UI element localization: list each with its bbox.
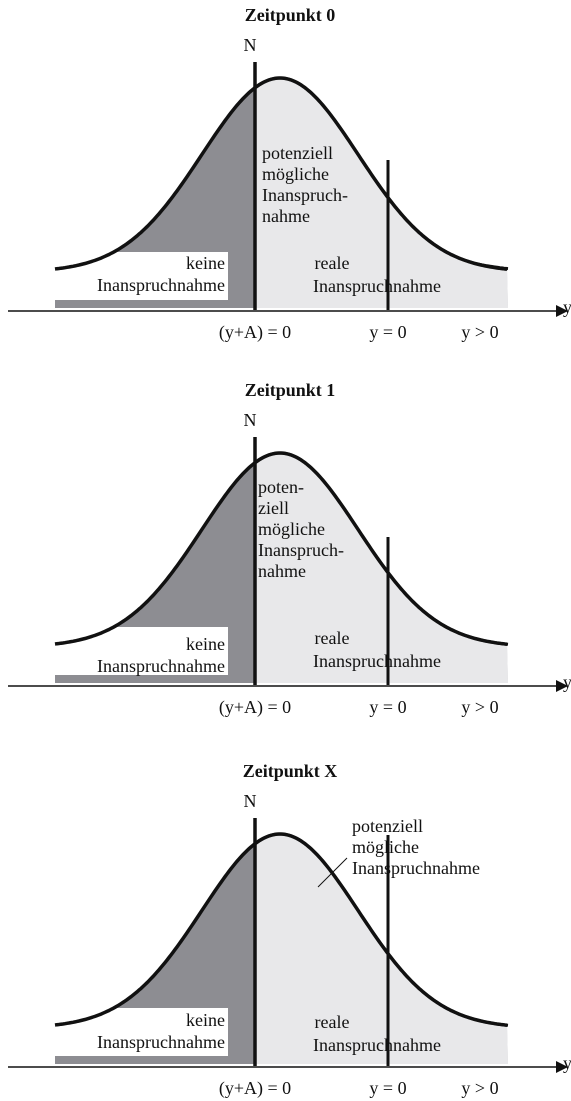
real-curve bbox=[226, 451, 509, 646]
axis-arrow bbox=[556, 1061, 568, 1073]
tick-label: y = 0 bbox=[369, 1078, 406, 1098]
none-label: keine bbox=[186, 634, 225, 654]
real-curve bbox=[226, 832, 509, 1027]
potential-label: Inanspruch- bbox=[262, 185, 348, 205]
tick-label: y = 0 bbox=[369, 697, 406, 717]
tick-label: y > 0 bbox=[461, 1078, 498, 1098]
none-box bbox=[55, 1008, 228, 1056]
panel-title: Zeitpunkt 1 bbox=[245, 380, 336, 400]
potential-label: mögliche bbox=[258, 519, 325, 539]
tick-label: y > 0 bbox=[461, 697, 498, 717]
potential-label: Inanspruchnahme bbox=[352, 858, 480, 878]
n-label: N bbox=[244, 35, 257, 55]
real-area bbox=[255, 78, 508, 308]
potential-label: mögliche bbox=[352, 837, 419, 857]
real-label: reale bbox=[315, 1012, 350, 1032]
panel-title: Zeitpunkt X bbox=[243, 761, 338, 781]
axis-label: y bbox=[563, 672, 571, 692]
real-label: reale bbox=[315, 253, 350, 273]
tick-label: y = 0 bbox=[369, 322, 406, 342]
none-label: keine bbox=[186, 253, 225, 273]
axis-label: y bbox=[563, 1053, 571, 1073]
potential-label: nahme bbox=[262, 206, 310, 226]
potential-label: mögliche bbox=[262, 164, 329, 184]
none-box bbox=[55, 627, 228, 675]
none-label: Inanspruchnahme bbox=[97, 275, 225, 295]
none-box bbox=[55, 252, 228, 300]
tick-label: (y+A) = 0 bbox=[219, 697, 291, 718]
potential-label: potenziell bbox=[352, 816, 423, 836]
real-area bbox=[255, 453, 508, 683]
potential-label: poten- bbox=[258, 477, 304, 497]
tick-label: (y+A) = 0 bbox=[219, 322, 291, 343]
potential-label: potenziell bbox=[262, 143, 333, 163]
real-label: Inanspruchnahme bbox=[313, 1035, 441, 1055]
tick-label: (y+A) = 0 bbox=[219, 1078, 291, 1099]
real-label: Inanspruchnahme bbox=[313, 651, 441, 671]
potential-label: nahme bbox=[258, 561, 306, 581]
none-label: Inanspruchnahme bbox=[97, 656, 225, 676]
n-label: N bbox=[244, 410, 257, 430]
none-label: keine bbox=[186, 1010, 225, 1030]
leader-line bbox=[317, 857, 348, 888]
real-area bbox=[255, 834, 508, 1064]
potential-label: ziell bbox=[258, 498, 289, 518]
real-label: Inanspruchnahme bbox=[313, 276, 441, 296]
axis-arrow bbox=[556, 680, 568, 692]
tick-label: y > 0 bbox=[461, 322, 498, 342]
real-curve bbox=[226, 76, 509, 271]
none-label: Inanspruchnahme bbox=[97, 1032, 225, 1052]
axis-arrow bbox=[556, 305, 568, 317]
potential-label: Inanspruch- bbox=[258, 540, 344, 560]
n-label: N bbox=[244, 791, 257, 811]
axis-label: y bbox=[563, 297, 571, 317]
panel-title: Zeitpunkt 0 bbox=[245, 5, 336, 25]
real-label: reale bbox=[315, 628, 350, 648]
